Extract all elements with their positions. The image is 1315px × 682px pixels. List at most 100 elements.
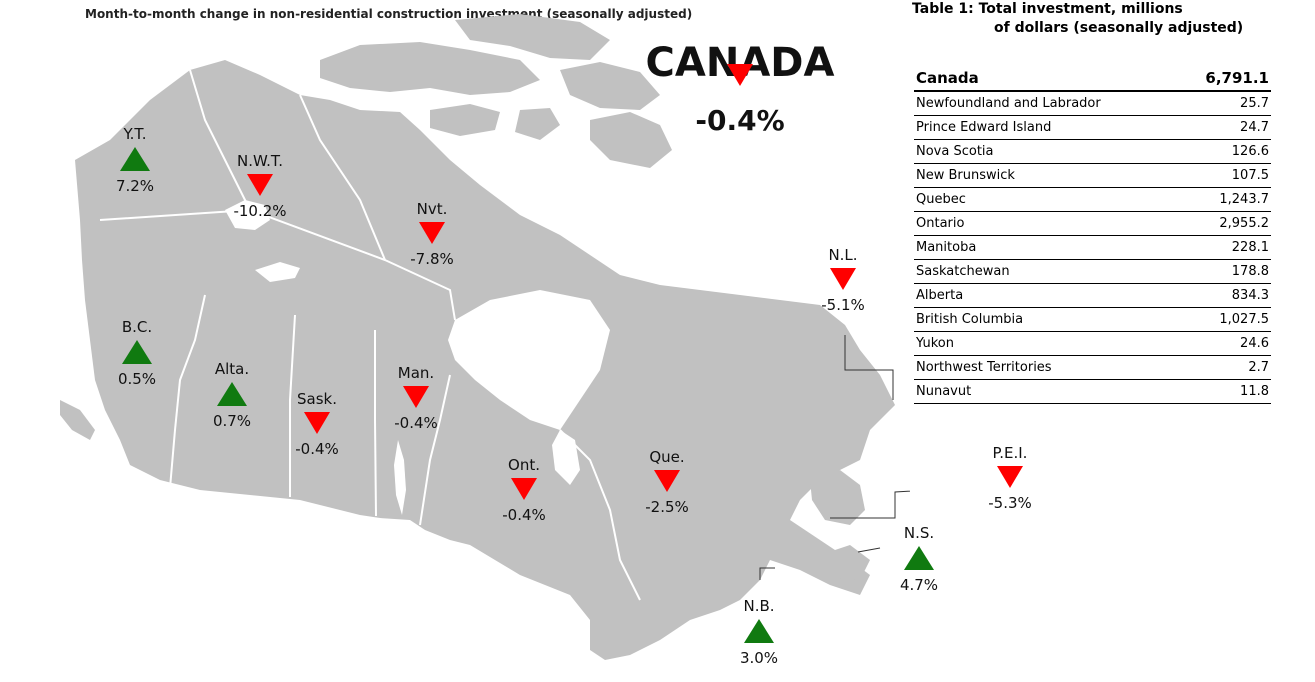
down-arrow-icon	[654, 470, 680, 492]
table-header-row: Canada 6,791.1	[914, 66, 1271, 92]
province-abbr: Nvt.	[416, 200, 448, 218]
province-abbr: Que.	[649, 448, 685, 466]
province-label-nwt: N.W.T. -10.2%	[210, 152, 310, 220]
province-change: -5.1%	[821, 296, 865, 314]
border-alta-sask	[289, 314, 296, 497]
down-arrow-icon	[997, 466, 1023, 488]
province-abbr: N.S.	[903, 524, 935, 542]
row-value: 24.6	[1176, 331, 1271, 356]
province-abbr: Sask.	[297, 390, 337, 408]
up-arrow-icon	[120, 147, 150, 171]
province-abbr: Y.T.	[123, 125, 147, 143]
province-label-sask: Sask. -0.4%	[267, 390, 367, 458]
table-row: British Columbia 1,027.5	[914, 307, 1271, 332]
row-value: 2.7	[1176, 355, 1271, 380]
row-name: Alberta	[914, 283, 1177, 308]
table-row: Quebec 1,243.7	[914, 187, 1271, 212]
table-row: Northwest Territories 2.7	[914, 355, 1271, 380]
table-row: Nunavut 11.8	[914, 379, 1271, 404]
arctic-island	[430, 104, 500, 136]
up-arrow-icon	[744, 619, 774, 643]
down-arrow-icon	[403, 386, 429, 408]
down-arrow-icon	[304, 412, 330, 434]
national-change: -0.4%	[695, 104, 785, 137]
arctic-island	[455, 14, 610, 60]
down-arrow-icon	[830, 268, 856, 290]
row-name: New Brunswick	[914, 163, 1177, 188]
province-abbr: Man.	[397, 364, 435, 382]
province-change: -0.4%	[394, 414, 438, 432]
row-name: British Columbia	[914, 307, 1177, 332]
province-abbr: B.C.	[121, 318, 153, 336]
national-summary: CANADA -0.4%	[615, 40, 865, 137]
province-change: 7.2%	[115, 177, 155, 195]
investment-table: Canada 6,791.1 Newfoundland and Labrador…	[914, 66, 1271, 404]
row-value: 11.8	[1176, 379, 1271, 404]
row-name: Saskatchewan	[914, 259, 1177, 284]
province-change: -2.5%	[645, 498, 689, 516]
row-name: Quebec	[914, 187, 1177, 212]
border-north-60	[99, 208, 456, 321]
province-label-ont: Ont. -0.4%	[474, 456, 574, 524]
arctic-island	[560, 62, 660, 110]
row-value: 178.8	[1176, 259, 1271, 284]
province-label-que: Que. -2.5%	[617, 448, 717, 516]
province-abbr: N.W.T.	[236, 152, 284, 170]
leader-nb	[759, 567, 775, 580]
province-change: 0.5%	[117, 370, 157, 388]
row-value: 24.7	[1176, 115, 1271, 140]
down-arrow-icon	[727, 64, 753, 105]
border-ont-que	[559, 429, 641, 601]
province-label-nb: N.B. 3.0%	[709, 597, 809, 667]
border-nwt-nvt	[299, 94, 386, 261]
province-abbr: P.E.I.	[992, 444, 1028, 462]
province-label-nvt: Nvt. -7.8%	[382, 200, 482, 268]
vancouver-island	[60, 400, 95, 440]
table-row: Ontario 2,955.2	[914, 211, 1271, 236]
row-name: Manitoba	[914, 235, 1177, 260]
row-value: 834.3	[1176, 283, 1271, 308]
table-row: New Brunswick 107.5	[914, 163, 1271, 188]
province-abbr: N.L.	[828, 246, 858, 264]
row-name: Ontario	[914, 211, 1177, 236]
border-sask-man	[374, 330, 377, 517]
up-arrow-icon	[122, 340, 152, 364]
arctic-island	[515, 108, 560, 140]
row-value: 228.1	[1176, 235, 1271, 260]
province-label-bc: B.C. 0.5%	[87, 318, 187, 388]
province-change: -10.2%	[233, 202, 287, 220]
border-bc-alta	[169, 294, 206, 489]
table-row: Newfoundland and Labrador 25.7	[914, 91, 1271, 116]
table-row: Manitoba 228.1	[914, 235, 1271, 260]
leader-pei	[830, 490, 910, 519]
table-row: Yukon 24.6	[914, 331, 1271, 356]
row-value: 25.7	[1176, 91, 1271, 116]
row-value: 107.5	[1176, 163, 1271, 188]
province-label-ns: N.S. 4.7%	[869, 524, 969, 594]
header-value: 6,791.1	[1176, 66, 1271, 92]
province-change: 4.7%	[899, 576, 939, 594]
table-title-line2: of dollars (seasonally adjusted)	[994, 20, 1244, 36]
leader-ns	[857, 547, 881, 553]
row-name: Yukon	[914, 331, 1177, 356]
down-arrow-icon	[247, 174, 273, 196]
table-row: Prince Edward Island 24.7	[914, 115, 1271, 140]
header-name: Canada	[914, 66, 1177, 92]
leader-nl	[844, 335, 894, 400]
province-change: -0.4%	[502, 506, 546, 524]
province-label-yt: Y.T. 7.2%	[85, 125, 185, 195]
national-name: CANADA	[645, 40, 835, 86]
row-value: 1,243.7	[1176, 187, 1271, 212]
province-abbr: N.B.	[743, 597, 775, 615]
row-name: Nova Scotia	[914, 139, 1177, 164]
down-arrow-icon	[511, 478, 537, 500]
row-value: 126.6	[1176, 139, 1271, 164]
border-man-ont	[419, 374, 451, 526]
row-name: Newfoundland and Labrador	[914, 91, 1177, 116]
nova-scotia-land	[820, 545, 870, 580]
province-label-pei: P.E.I. -5.3%	[960, 444, 1060, 512]
province-change: -0.4%	[295, 440, 339, 458]
up-arrow-icon	[217, 382, 247, 406]
row-value: 2,955.2	[1176, 211, 1271, 236]
border-yt-nwt	[189, 69, 251, 211]
